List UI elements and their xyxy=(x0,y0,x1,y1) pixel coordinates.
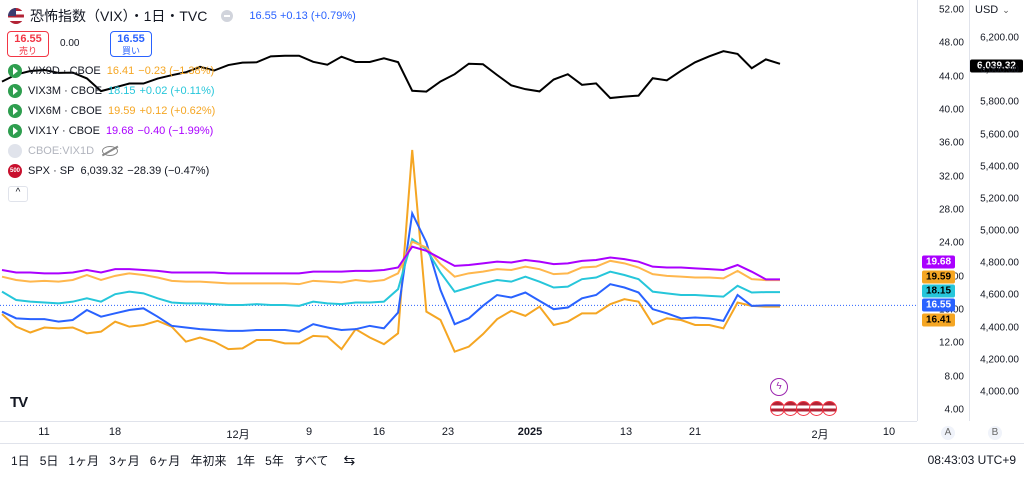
price-tick-label: 40.00 xyxy=(938,104,964,116)
series-price-tag: 19.59 xyxy=(922,270,956,284)
legend-spx[interactable]: 500 SPX · SP 6,039.32 −28.39 (−0.47%) xyxy=(8,164,210,178)
spx-tick-label: 4,200.00 xyxy=(980,354,1019,366)
price-tick-label: 12.00 xyxy=(938,337,964,349)
series-price-tag: 18.15 xyxy=(922,284,956,298)
series-price-tag: 16.55 xyxy=(922,298,956,312)
buy-price: 16.55 xyxy=(117,33,145,45)
time-tick-label: 2025 xyxy=(517,426,543,438)
spx-tick-label: 5,000.00 xyxy=(980,225,1019,237)
price-tick-label: 8.00 xyxy=(944,371,964,383)
spx-line[interactable] xyxy=(1,50,781,100)
spx-tick-label: 5,200.00 xyxy=(980,193,1019,205)
series-line[interactable] xyxy=(1,209,780,333)
series-line[interactable] xyxy=(1,237,780,307)
price-tick-label: 36.00 xyxy=(938,137,964,149)
price-tick-label: 28.00 xyxy=(938,204,964,216)
spx-tick-label: 5,600.00 xyxy=(980,129,1019,141)
lightning-icon[interactable]: ϟ xyxy=(770,378,788,396)
symbol-title[interactable]: 恐怖指数（VIX）・1日・TVC xyxy=(30,8,208,24)
series-price-tag: 19.68 xyxy=(922,255,956,269)
time-tick-label: 18 xyxy=(108,426,122,438)
spx-icon: 500 xyxy=(8,164,22,178)
header-price: 16.55 +0.13 (+0.79%) xyxy=(249,10,356,22)
bottom-toolbar: 1日 5日 1ヶ月 3ヶ月 6ヶ月 年初来 1年 5年 すべて ⇆ 08:43:03 UTC+9 xyxy=(0,443,1024,477)
time-tick-label: 12月 xyxy=(226,429,250,441)
spx-tick-label: 6,200.00 xyxy=(980,32,1019,44)
time-tick-label: 16 xyxy=(372,426,386,438)
hidden-series-icon xyxy=(8,144,22,158)
price-tick-label: 4.00 xyxy=(944,404,964,416)
time-tick-label: 21 xyxy=(688,426,702,438)
time-axis[interactable]: 11 18 12月 9 16 23 2025 13 21 2月 10 xyxy=(0,421,917,444)
sell-price: 16.55 xyxy=(14,33,42,45)
event-flag-icon[interactable] xyxy=(822,401,837,416)
time-tick-label: 9 xyxy=(305,426,313,438)
chevron-down-icon: ⌄ xyxy=(1002,5,1010,15)
price-tick-label: 48.00 xyxy=(938,37,964,49)
minimize-icon[interactable] xyxy=(221,10,234,22)
range-button[interactable]: 1年 xyxy=(236,454,256,468)
series-line[interactable] xyxy=(1,245,780,281)
play-icon[interactable] xyxy=(8,104,22,118)
range-button[interactable]: 5年 xyxy=(265,454,284,468)
spread-value: 0.00 xyxy=(60,38,80,49)
play-icon[interactable] xyxy=(8,64,22,78)
collapse-legend-button[interactable]: ^ xyxy=(8,186,28,202)
spx-tick-label: 4,000.00 xyxy=(980,386,1019,398)
price-tick-label: 24.00 xyxy=(938,237,964,249)
range-button[interactable]: 6ヶ月 xyxy=(149,454,181,468)
legend-vix3m[interactable]: VIX3M · CBOE 18.15 +0.02 (+0.11%) xyxy=(8,84,215,98)
series-line[interactable] xyxy=(1,240,780,286)
series-price-tag: 16.41 xyxy=(922,313,956,327)
spx-tick-label: 5,400.00 xyxy=(980,161,1019,173)
time-tick-label: 10 xyxy=(882,426,896,438)
chart-area[interactable]: 恐怖指数（VIX）・1日・TVC 16.55 +0.13 (+0.79%) 16… xyxy=(0,0,917,421)
us-flag-icon xyxy=(8,8,24,24)
time-tick-label: 2月 xyxy=(811,429,829,441)
axis-auto-button[interactable]: A xyxy=(941,426,955,440)
symbol-header: 恐怖指数（VIX）・1日・TVC 16.55 +0.13 (+0.79%) xyxy=(8,6,356,26)
spx-tick-label: 4,400.00 xyxy=(980,322,1019,334)
eye-off-icon[interactable] xyxy=(102,146,119,156)
chart-canvas[interactable] xyxy=(0,0,917,421)
range-button[interactable]: 3ヶ月 xyxy=(109,454,140,468)
legend-vix1y[interactable]: VIX1Y · CBOE 19.68 −0.40 (−1.99%) xyxy=(8,124,213,138)
buy-button[interactable]: 16.55 買い xyxy=(110,31,152,57)
spx-tick-label: 6,000.00 xyxy=(980,64,1019,76)
legend-vix1d-hidden[interactable]: CBOE:VIX1D xyxy=(8,144,119,158)
tradingview-logo: TV xyxy=(10,394,28,411)
legend-vix6m[interactable]: VIX6M · CBOE 19.59 +0.12 (+0.62%) xyxy=(8,104,215,118)
range-button[interactable]: 1日 xyxy=(11,454,30,468)
range-button[interactable]: すべて xyxy=(293,454,329,468)
price-tick-label: 52.00 xyxy=(938,4,964,16)
price-tick-label: 44.00 xyxy=(938,71,964,83)
sell-label: 売り xyxy=(18,46,37,56)
play-icon[interactable] xyxy=(8,124,22,138)
price-axis[interactable]: 52.00 48.00 44.00 40.00 36.00 32.00 28.00 24.00… xyxy=(917,0,970,421)
sell-button[interactable]: 16.55 売り xyxy=(7,31,49,57)
play-icon[interactable] xyxy=(8,84,22,98)
buy-label: 買い xyxy=(121,46,140,56)
spx-tick-label: 5,800.00 xyxy=(980,96,1019,108)
range-button[interactable]: 年初来 xyxy=(190,454,227,468)
range-buttons: 1日 5日 1ヶ月 3ヶ月 6ヶ月 年初来 1年 5年 すべて xyxy=(6,452,334,469)
price-tick-label: 32.00 xyxy=(938,171,964,183)
clock[interactable]: 08:43:03 UTC+9 xyxy=(927,453,1016,467)
range-button[interactable]: 1ヶ月 xyxy=(68,454,100,468)
compare-date-range-icon[interactable]: ⇆ xyxy=(343,452,356,468)
time-tick-label: 23 xyxy=(441,426,455,438)
spx-tick-label: 4,600.00 xyxy=(980,289,1019,301)
spx-current-tag: 6,039.32 xyxy=(970,59,1023,73)
time-tick-label: 11 xyxy=(38,426,50,438)
currency-selector[interactable]: USD ⌄ xyxy=(975,4,1010,16)
spx-axis[interactable]: USD ⌄ 6,039.32 6,200.00 6,000.00 5,800.00 5,… xyxy=(969,0,1024,421)
axis-b-button[interactable]: B xyxy=(988,426,1002,440)
range-button[interactable]: 5日 xyxy=(39,454,59,468)
legend-vix9d[interactable]: VIX9D · CBOE 16.41 −0.23 (−1.38%) xyxy=(8,64,214,78)
spx-tick-label: 4,800.00 xyxy=(980,257,1019,269)
series-line[interactable] xyxy=(1,149,781,353)
time-tick-label: 13 xyxy=(619,426,633,438)
